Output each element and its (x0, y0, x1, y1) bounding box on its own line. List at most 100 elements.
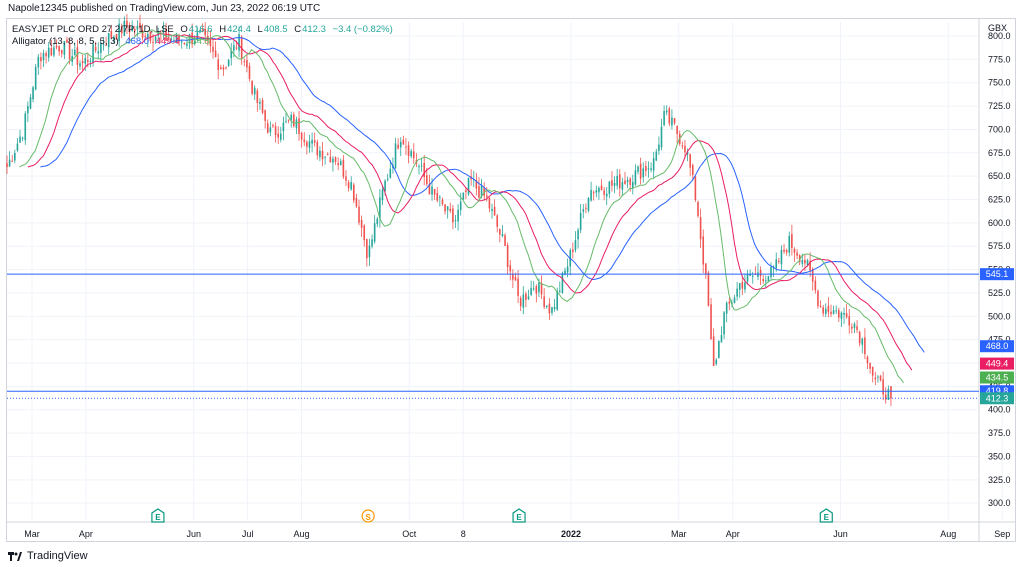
candle-body-up (371, 239, 373, 247)
event-label: S (365, 513, 371, 522)
candle-body-up (389, 168, 392, 178)
candle-body-down (611, 180, 613, 186)
candle-body-up (227, 60, 230, 66)
candle-body-down (710, 304, 712, 340)
candle-body-up (19, 136, 21, 143)
candle-body-down (600, 185, 603, 191)
candle-body-up (84, 58, 87, 64)
candle-body-down (40, 57, 42, 62)
candle-body-up (282, 122, 285, 132)
candle-body-up (595, 190, 598, 193)
candle-body-down (858, 331, 861, 344)
candle-body-down (50, 47, 53, 56)
candle-body-up (394, 143, 397, 168)
x-tick-label: Jun (186, 529, 201, 539)
candle-body-down (882, 379, 884, 395)
candle-body-down (543, 296, 545, 307)
candle-body-up (29, 97, 32, 109)
candle-body-up (118, 23, 120, 42)
candle-body-down (572, 249, 574, 253)
candle-body-down (220, 67, 222, 69)
candle-body-down (105, 44, 107, 46)
jaw-value: 468.0 (125, 36, 150, 47)
level-price-label: 545.1 (986, 269, 1009, 279)
ohlc-h-value: 424.4 (227, 24, 251, 35)
candle-body-up (63, 40, 66, 55)
candle-body-down (707, 272, 710, 306)
candle-body-up (269, 127, 272, 133)
candle-body-up (887, 389, 890, 400)
candle-body-down (741, 282, 744, 289)
candle-body-up (491, 209, 493, 212)
candle-body-down (504, 235, 506, 246)
candle-body-down (206, 35, 209, 41)
x-tick-label: 8 (461, 529, 466, 539)
candle-body-up (770, 267, 772, 278)
candle-body-up (37, 56, 40, 68)
candle-body-up (556, 290, 558, 310)
candle-body-down (402, 139, 405, 145)
symbol-name: EASYJET PLC ORD 27 2/7P, 1D, LSE (12, 24, 174, 35)
symbol-legend: EASYJET PLC ORD 27 2/7P, 1D, LSE O416.6 … (12, 24, 397, 35)
candle-body-down (366, 239, 368, 259)
candle-body-up (186, 43, 188, 46)
candle-body-up (279, 133, 282, 140)
candle-body-down (139, 23, 141, 29)
earnings-event-icon (819, 508, 833, 523)
candle-body-up (196, 32, 199, 39)
candle-body-up (199, 30, 201, 33)
candle-body-down (488, 197, 491, 209)
candle-body-down (811, 268, 814, 282)
candle-body-up (738, 283, 741, 290)
candle-body-up (462, 192, 465, 200)
candle-body-down (321, 150, 324, 160)
candle-body-down (778, 260, 780, 263)
candle-body-down (423, 162, 426, 177)
x-tick-label: Mar (24, 529, 40, 539)
price-badge (980, 371, 1014, 384)
candle-body-down (694, 176, 697, 201)
candle-body-up (420, 165, 423, 167)
candle-body-up (613, 182, 616, 186)
candle-body-down (699, 217, 702, 240)
candle-body-up (527, 296, 530, 300)
price-badge-label: 468.0 (986, 341, 1009, 351)
candle-body-down (871, 366, 874, 376)
candle-body-up (332, 158, 334, 163)
candle-body-up (718, 340, 720, 359)
candle-body-down (204, 28, 206, 36)
candle-body-up (350, 182, 353, 190)
event-label: E (824, 513, 830, 522)
candle-body-up (861, 338, 864, 345)
candle-body-up (100, 43, 102, 53)
candle-body-up (843, 312, 845, 315)
ohlc-o-label: O (180, 24, 188, 35)
candle-body-down (691, 165, 694, 175)
candle-body-up (34, 66, 37, 90)
candle-body-up (431, 186, 433, 195)
candle-body-down (141, 30, 144, 38)
candle-body-down (313, 140, 316, 143)
candle-body-down (178, 36, 180, 42)
lips-value: 434.5 (186, 36, 210, 47)
candle-body-up (368, 245, 371, 258)
candle-body-down (167, 39, 170, 41)
y-tick-label: 325.0 (988, 475, 1011, 485)
candle-body-down (517, 278, 519, 296)
candle-body-down (352, 184, 355, 201)
candle-body-down (266, 123, 269, 133)
candle-body-down (407, 145, 410, 157)
candle-body-down (45, 53, 47, 57)
candle-body-down (214, 50, 217, 58)
candle-body-down (412, 151, 415, 159)
tradingview-brand[interactable]: TradingView (8, 550, 88, 562)
earnings-event-icon (512, 508, 526, 523)
y-tick-label: 375.0 (988, 428, 1011, 438)
y-tick-label: 800.0 (988, 31, 1011, 41)
chart-frame[interactable] (6, 18, 1016, 542)
candle-body-down (592, 192, 595, 194)
candle-body-up (725, 302, 728, 314)
candle-body-up (757, 272, 759, 277)
candle-body-down (796, 252, 798, 256)
